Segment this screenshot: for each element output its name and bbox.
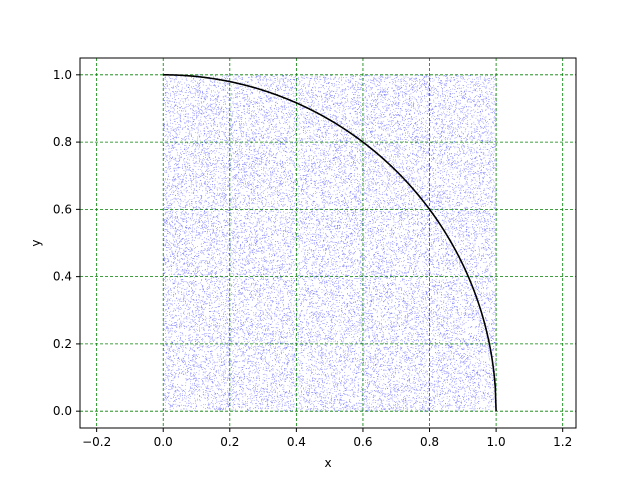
y-tick-label: 1.0 — [53, 68, 72, 82]
x-tick-label: 0.8 — [420, 435, 439, 449]
plot-area — [80, 58, 576, 428]
y-tick-label: 0.2 — [53, 337, 72, 351]
y-axis-ticks: 0.0 0.2 0.4 0.6 0.8 1.0 — [53, 68, 80, 418]
x-axis-label: x — [324, 456, 331, 470]
y-tick-label: 0.0 — [53, 404, 72, 418]
x-tick-label: 0.6 — [353, 435, 372, 449]
x-tick-label: 0.0 — [154, 435, 173, 449]
scatter-points — [163, 74, 497, 412]
y-tick-label: 0.6 — [53, 202, 72, 216]
y-axis-label: y — [29, 239, 43, 246]
plot-frame — [79, 57, 577, 429]
grid-lines — [80, 58, 576, 428]
x-tick-label: 0.4 — [287, 435, 306, 449]
quarter-circle-curve — [163, 74, 497, 412]
x-axis-ticks: −0.2 0.0 0.2 0.4 0.6 0.8 1.0 1.2 — [82, 428, 572, 449]
x-tick-label: 1.0 — [487, 435, 506, 449]
y-tick-label: 0.8 — [53, 135, 72, 149]
x-tick-label: −0.2 — [82, 435, 111, 449]
x-tick-label: 0.2 — [220, 435, 239, 449]
x-tick-label: 1.2 — [553, 435, 572, 449]
scatter-point-cloud — [163, 74, 497, 412]
y-tick-label: 0.4 — [53, 270, 72, 284]
